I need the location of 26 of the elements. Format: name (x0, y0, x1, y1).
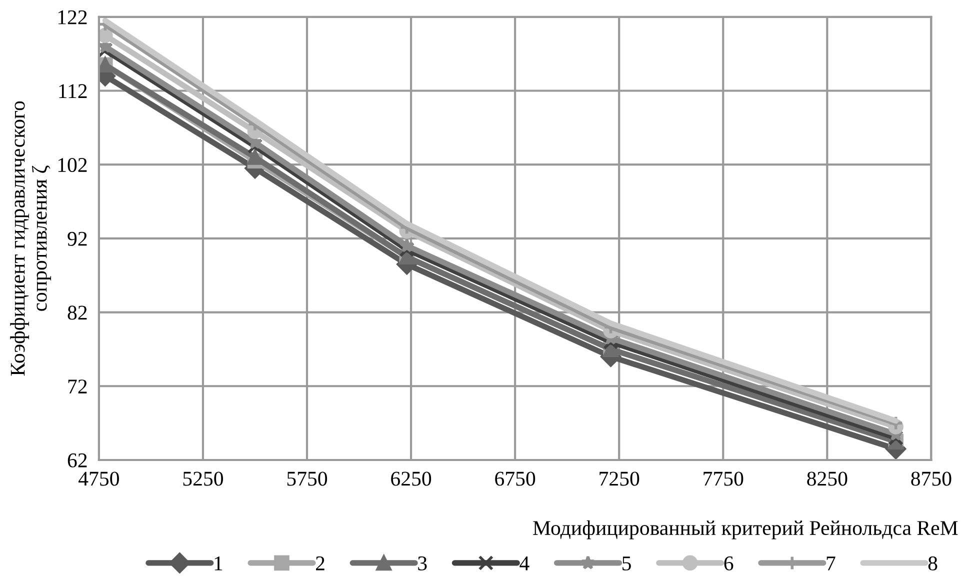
x-tick-label: 7750 (704, 472, 744, 486)
legend-label: 6 (724, 556, 734, 570)
x-tick-label: 7250 (600, 472, 640, 486)
x-tick-label: 6250 (391, 472, 432, 486)
y-tick-label: 62 (68, 453, 87, 468)
y-tick-label: 122 (58, 10, 87, 24)
y-tick-label: 72 (68, 380, 87, 394)
y-tick-label: 92 (68, 232, 87, 246)
legend-label: 4 (520, 556, 530, 570)
x-tick-label: 8750 (911, 472, 952, 486)
y-axis-title: Коэффициент гидравлического сопротивления ζ (10, 101, 52, 376)
x-axis-title: Модифицированный критерий Рейнольдса ReM (533, 520, 958, 540)
x-tick-label: 5750 (287, 472, 328, 486)
x-tick-label: 8250 (807, 472, 848, 486)
legend-label: 3 (418, 556, 427, 570)
x-tick-label: 5250 (183, 472, 224, 486)
x-tick-label: 4750 (78, 472, 119, 486)
legend-label: 2 (316, 556, 324, 570)
y-tick-label: 112 (59, 84, 87, 98)
x-tick-label: 6750 (495, 472, 536, 486)
legend-label: 5 (622, 556, 631, 570)
y-tick-label: 82 (68, 306, 87, 320)
legend-label: 1 (214, 556, 222, 570)
legend-label: 8 (928, 556, 938, 570)
legend-label: 7 (826, 556, 836, 570)
y-tick-label: 102 (58, 158, 87, 172)
